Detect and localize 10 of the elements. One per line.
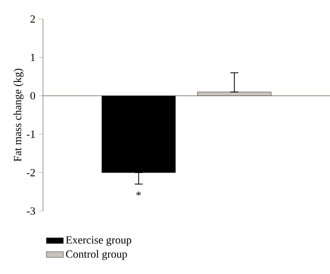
legend-label: Control group	[66, 250, 127, 260]
y-tick-label: 2	[30, 15, 35, 23]
y-tick-label: -1	[26, 130, 35, 138]
y-tick-label: -2	[26, 168, 35, 176]
y-tick-label: -3	[26, 207, 36, 215]
annotation: *	[136, 192, 141, 196]
legend-label: Exercise group	[66, 236, 132, 246]
y-tick-label: 0	[30, 92, 36, 100]
y-axis-title: Fat mass change (kg)	[14, 68, 24, 162]
y-tick-label: 1	[30, 54, 35, 62]
